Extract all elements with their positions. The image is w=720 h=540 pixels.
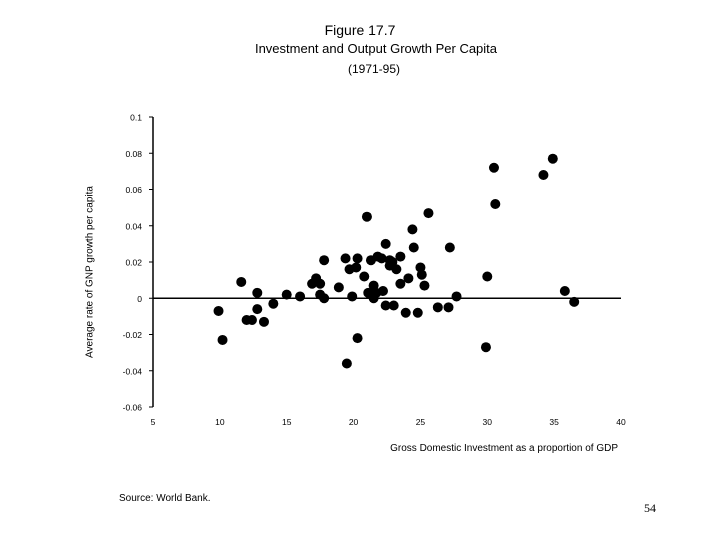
data-point [547, 153, 558, 164]
data-point [451, 291, 462, 302]
x-tick-label: 40 [616, 417, 626, 427]
data-point [319, 293, 330, 304]
data-point [488, 162, 499, 173]
x-tick-label: 10 [215, 417, 225, 427]
data-point [403, 273, 414, 284]
y-tick-labels: 0.1 0.08 0.06 0.04 0.02 0 -0.02 -0.04 -0.06 [123, 113, 153, 413]
data-point [380, 300, 391, 311]
data-point [333, 282, 344, 293]
data-point [252, 304, 263, 315]
source-note: Source: World Bank. [119, 493, 211, 504]
x-tick-label: 25 [416, 417, 426, 427]
x-tick-labels: 5 10 15 20 25 30 35 40 [151, 417, 626, 427]
x-tick-label: 30 [483, 417, 493, 427]
y-tick-label: 0.02 [125, 258, 142, 268]
data-point [480, 342, 491, 353]
data-point [351, 262, 362, 273]
data-point [443, 302, 454, 313]
y-tick-label: -0.04 [123, 366, 143, 376]
data-point [559, 286, 570, 296]
data-point [359, 271, 370, 282]
data-point [340, 253, 351, 264]
data-point [341, 358, 352, 369]
figure-label: Figure 17.7 [324, 22, 396, 38]
data-point [380, 238, 391, 249]
data-point [482, 271, 493, 282]
data-point [246, 315, 257, 325]
data-points [213, 153, 580, 369]
data-point [268, 298, 279, 309]
data-point [213, 305, 224, 316]
x-tick-label: 35 [549, 417, 559, 427]
x-axis-label: Gross Domestic Investment as a proportio… [390, 443, 618, 454]
data-point [408, 242, 419, 253]
y-tick-label: 0.06 [125, 185, 142, 195]
data-point [281, 289, 292, 300]
y-tick-label: -0.02 [123, 330, 143, 340]
data-point [490, 199, 501, 209]
data-point [388, 300, 399, 311]
chart-title: Investment and Output Growth Per Capita [254, 41, 498, 56]
data-point [569, 296, 580, 307]
data-point [395, 278, 406, 289]
data-point [315, 278, 326, 289]
data-point [419, 280, 430, 291]
page-number: 54 [644, 501, 656, 515]
data-point [423, 208, 434, 219]
y-tick-label: 0.08 [125, 149, 142, 159]
data-point [347, 291, 358, 302]
y-tick-label: 0.04 [125, 221, 142, 231]
data-point [444, 242, 455, 253]
chart-subtitle: (1971-95) [347, 62, 401, 76]
data-point [252, 287, 263, 298]
data-point [432, 302, 443, 313]
data-point [400, 307, 411, 318]
data-point [352, 333, 363, 344]
data-point [391, 264, 402, 275]
data-point [295, 291, 306, 302]
x-tick-label: 20 [349, 417, 359, 427]
data-point [258, 316, 269, 327]
data-point [395, 251, 406, 262]
data-point [361, 211, 372, 222]
data-point [538, 170, 549, 180]
data-point [217, 334, 228, 345]
data-point [416, 269, 427, 280]
data-point [352, 253, 363, 264]
data-point [412, 307, 423, 318]
x-tick-label: 5 [151, 417, 156, 427]
y-tick-label: 0.1 [130, 113, 142, 123]
data-point [376, 253, 387, 264]
data-point [407, 224, 418, 235]
data-point [377, 286, 388, 296]
data-point [236, 276, 247, 287]
y-tick-label: -0.06 [123, 403, 143, 413]
x-tick-label: 15 [282, 417, 292, 427]
data-point [319, 255, 330, 266]
y-tick-label: 0 [137, 294, 142, 304]
